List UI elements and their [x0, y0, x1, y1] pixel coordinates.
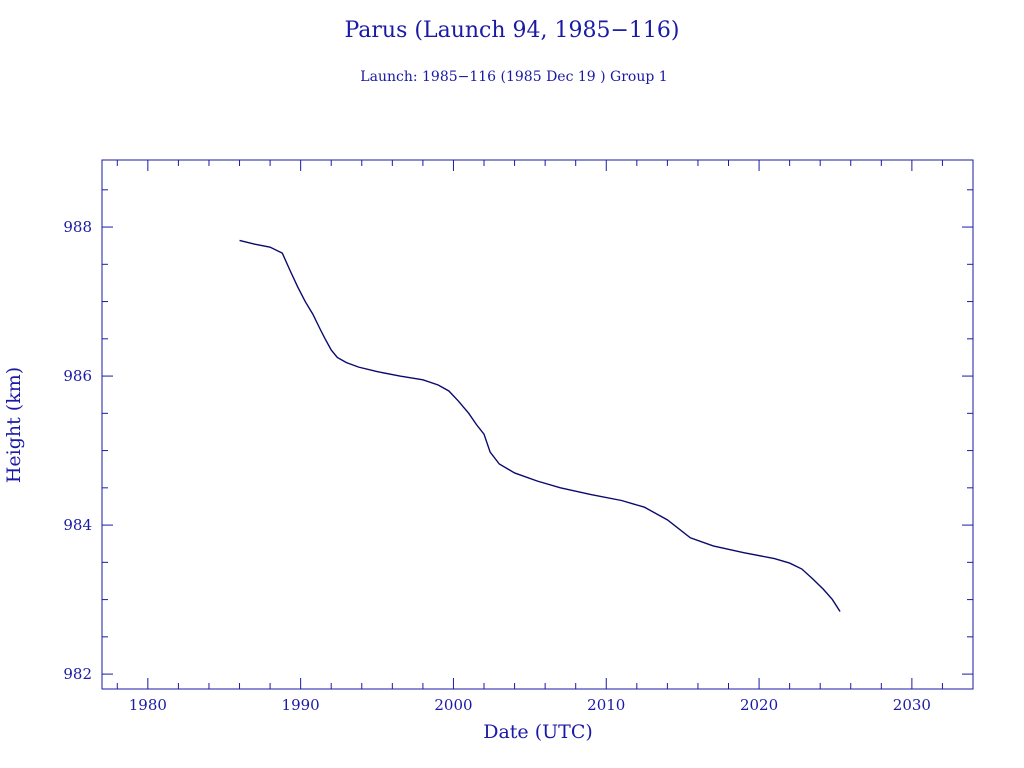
y-tick-label: 982 [63, 665, 92, 683]
x-tick-label: 2010 [587, 696, 625, 714]
plot-frame [101, 159, 974, 690]
chart-title: Parus (Launch 94, 1985−116) [344, 18, 679, 43]
axis-tick-labels: 1980 1990 2000 2010 2020 2030 982 984 986 988 [63, 218, 931, 714]
x-tick-label: 1990 [282, 696, 320, 714]
y-tick-label: 986 [63, 367, 92, 385]
y-axis-label: Height (km) [3, 367, 25, 483]
x-tick-label: 2020 [740, 696, 778, 714]
series-group [239, 239, 841, 612]
series-line-0 [239, 239, 841, 612]
x-axis-label: Date (UTC) [483, 721, 593, 743]
axis-ticks [102, 160, 974, 689]
x-tick-label: 1980 [129, 696, 167, 714]
y-tick-label: 984 [63, 516, 92, 534]
x-tick-label: 2030 [893, 696, 931, 714]
chart-subtitle: Launch: 1985−116 (1985 Dec 19 ) Group 1 [360, 69, 667, 85]
x-tick-label: 2000 [434, 696, 472, 714]
y-tick-label: 988 [63, 218, 92, 236]
